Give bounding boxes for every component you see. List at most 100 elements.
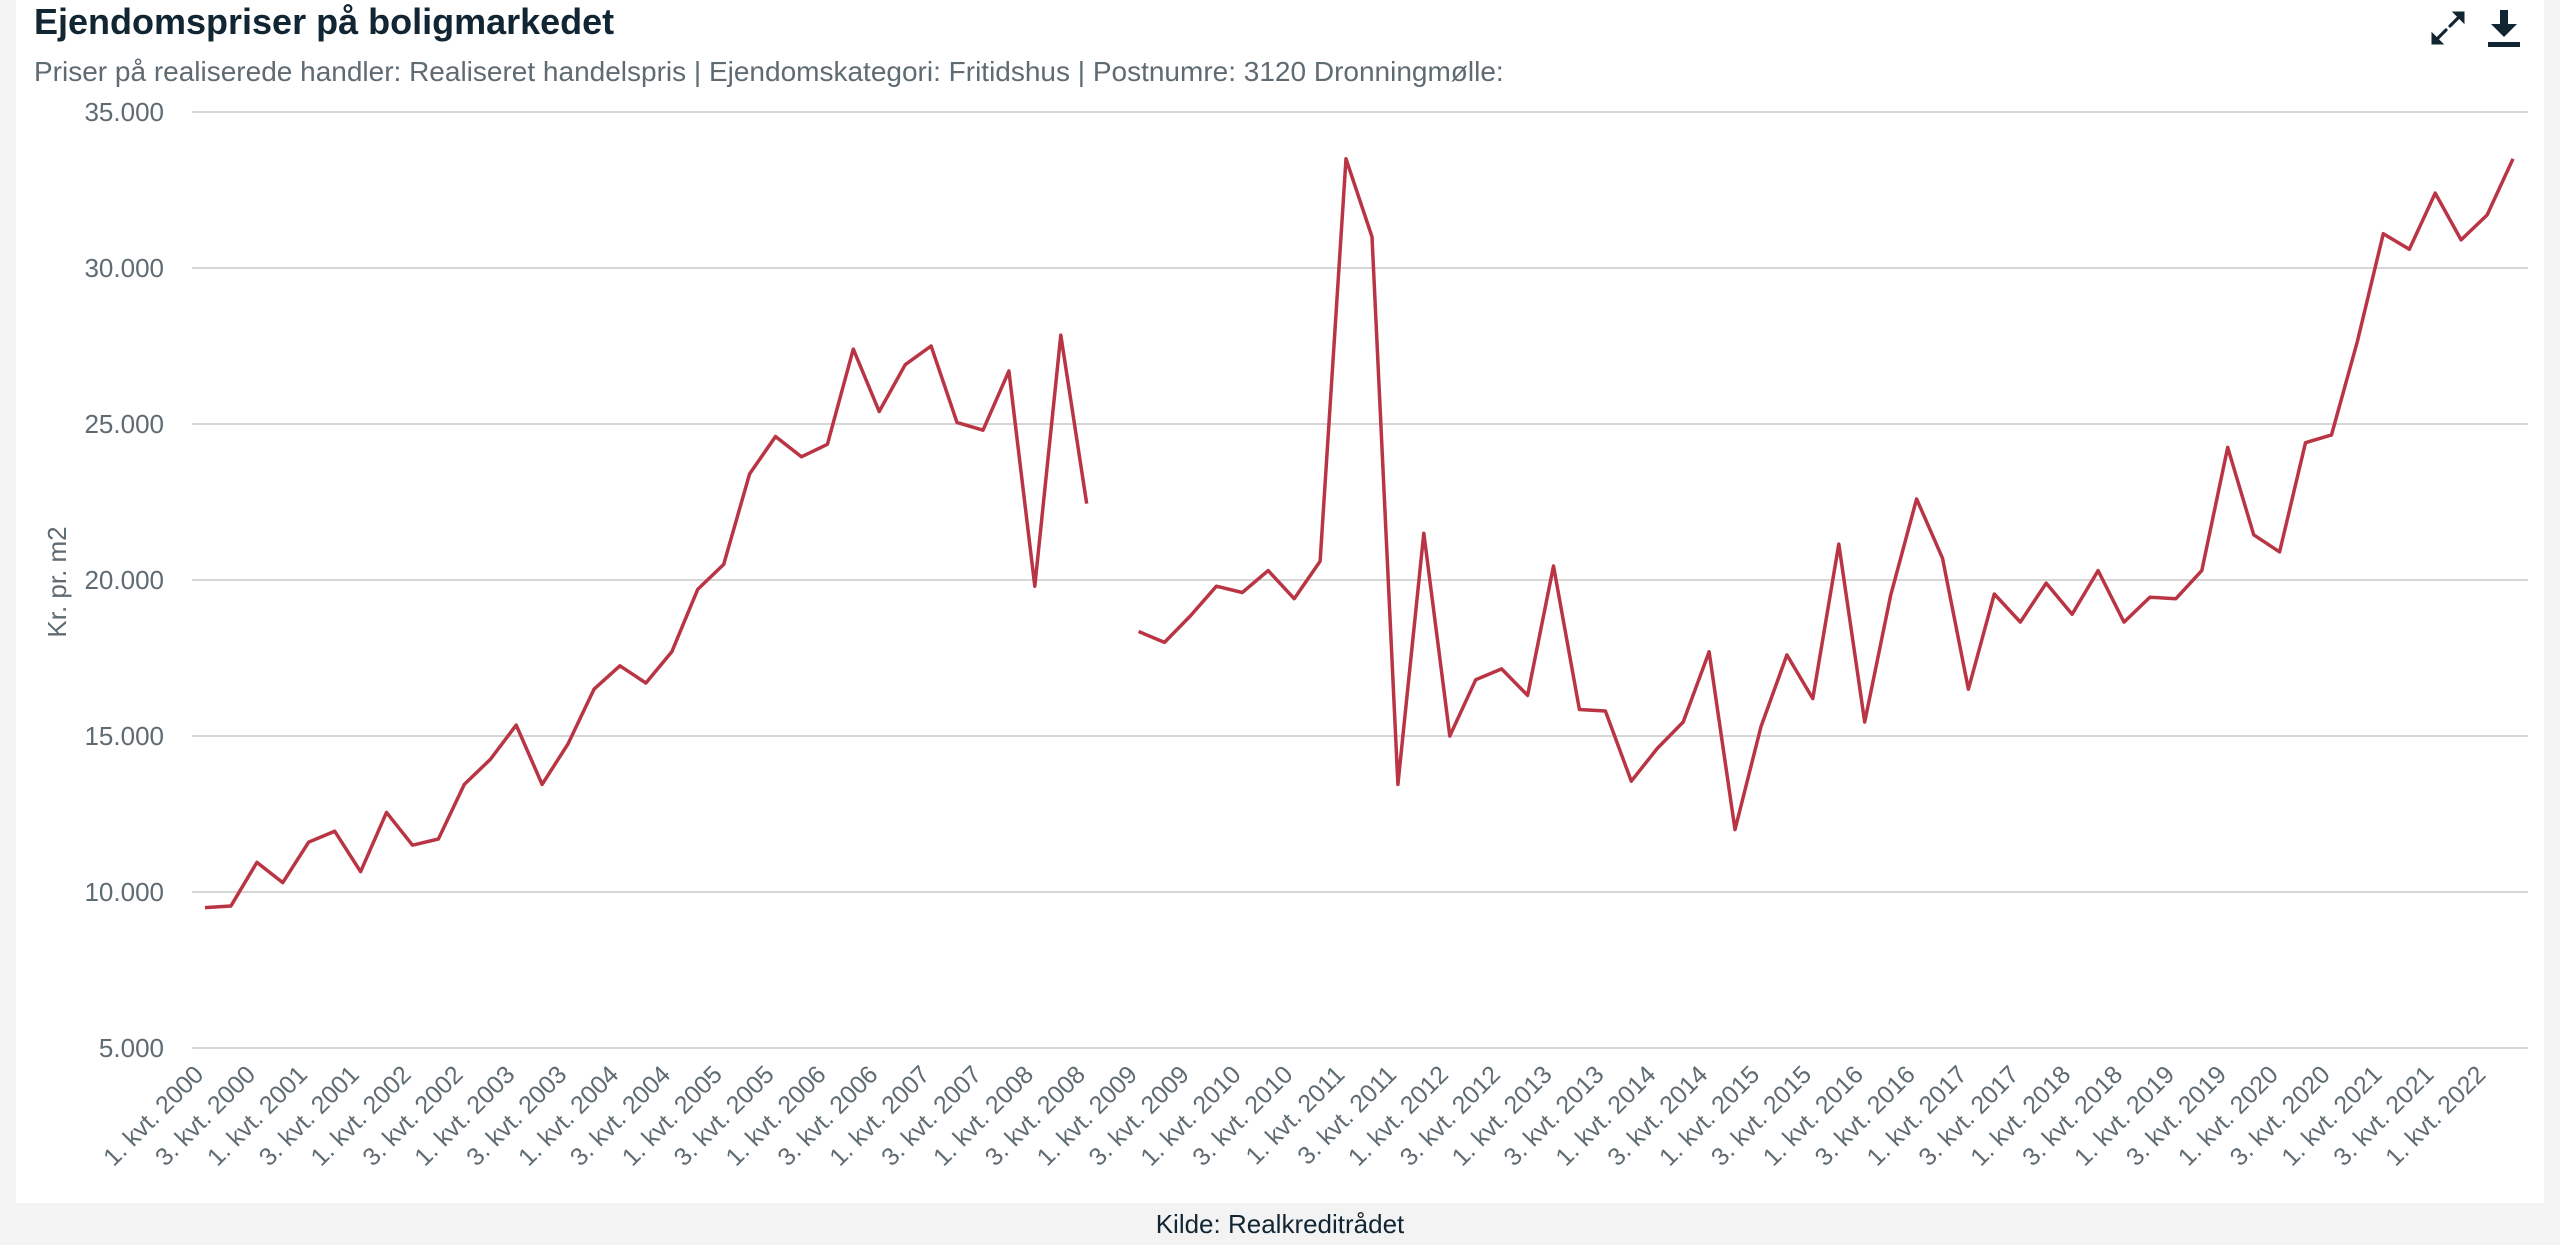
- data-point[interactable]: [1935, 551, 1949, 565]
- data-point[interactable]: [1521, 688, 1535, 702]
- data-point[interactable]: [1780, 648, 1794, 662]
- data-point[interactable]: [1598, 704, 1612, 718]
- data-point[interactable]: [1261, 564, 1275, 578]
- data-point[interactable]: [665, 645, 679, 659]
- data-point[interactable]: [2247, 528, 2261, 542]
- data-point[interactable]: [587, 682, 601, 696]
- data-point[interactable]: [2428, 186, 2442, 200]
- data-point[interactable]: [872, 405, 886, 419]
- data-point[interactable]: [2350, 334, 2364, 348]
- data-point[interactable]: [769, 429, 783, 443]
- y-tick-label: 35.000: [84, 97, 164, 127]
- data-point[interactable]: [509, 718, 523, 732]
- data-point[interactable]: [2221, 440, 2235, 454]
- expand-button[interactable]: [2424, 4, 2472, 52]
- data-point[interactable]: [405, 838, 419, 852]
- line-chart: 5.000 10.000 15.000 20.000 25.000 30.000 35.00…: [42, 97, 2528, 1172]
- data-point[interactable]: [1961, 682, 1975, 696]
- data-point[interactable]: [1728, 823, 1742, 837]
- data-point[interactable]: [1183, 609, 1197, 623]
- data-point[interactable]: [976, 423, 990, 437]
- data-point[interactable]: [1650, 741, 1664, 755]
- data-point[interactable]: [2480, 208, 2494, 222]
- data-point[interactable]: [1158, 635, 1172, 649]
- data-point[interactable]: [639, 676, 653, 690]
- data-point[interactable]: [1080, 497, 1094, 511]
- data-point[interactable]: [431, 832, 445, 846]
- data-point[interactable]: [1572, 702, 1586, 716]
- data-point[interactable]: [561, 737, 575, 751]
- data-point[interactable]: [2402, 242, 2416, 256]
- data-point[interactable]: [1209, 579, 1223, 593]
- data-point[interactable]: [380, 805, 394, 819]
- data-point[interactable]: [1417, 526, 1431, 540]
- data-point[interactable]: [2299, 436, 2313, 450]
- data-point[interactable]: [1391, 777, 1405, 791]
- data-point[interactable]: [924, 339, 938, 353]
- data-point[interactable]: [2506, 152, 2520, 166]
- data-point[interactable]: [2454, 233, 2468, 247]
- data-point[interactable]: [224, 899, 238, 913]
- data-point[interactable]: [1469, 673, 1483, 687]
- data-point[interactable]: [1884, 589, 1898, 603]
- data-point[interactable]: [2273, 545, 2287, 559]
- download-button[interactable]: [2480, 4, 2528, 52]
- data-point[interactable]: [198, 901, 212, 915]
- data-point[interactable]: [2324, 428, 2338, 442]
- data-point[interactable]: [302, 835, 316, 849]
- data-point[interactable]: [820, 437, 834, 451]
- data-point[interactable]: [535, 777, 549, 791]
- data-point[interactable]: [1235, 585, 1249, 599]
- data-point[interactable]: [2091, 564, 2105, 578]
- data-point[interactable]: [328, 824, 342, 838]
- data-point[interactable]: [483, 752, 497, 766]
- data-point[interactable]: [1313, 554, 1327, 568]
- data-point[interactable]: [691, 582, 705, 596]
- data-point[interactable]: [2143, 590, 2157, 604]
- data-point[interactable]: [950, 415, 964, 429]
- data-point[interactable]: [457, 777, 471, 791]
- data-point[interactable]: [898, 358, 912, 372]
- data-point[interactable]: [1806, 692, 1820, 706]
- series-line: [198, 152, 2520, 915]
- data-point[interactable]: [1028, 579, 1042, 593]
- data-point[interactable]: [1987, 587, 2001, 601]
- y-tick-label: 25.000: [84, 409, 164, 439]
- data-point[interactable]: [1546, 559, 1560, 573]
- chart-subtitle: Priser på realiserede handler: Realisere…: [34, 56, 1504, 87]
- data-point[interactable]: [2117, 615, 2131, 629]
- data-point[interactable]: [2376, 227, 2390, 241]
- data-point[interactable]: [1624, 774, 1638, 788]
- data-point[interactable]: [1287, 592, 1301, 606]
- data-point[interactable]: [1702, 645, 1716, 659]
- data-point[interactable]: [1676, 715, 1690, 729]
- data-point[interactable]: [354, 865, 368, 879]
- data-point[interactable]: [250, 855, 264, 869]
- data-point[interactable]: [2195, 564, 2209, 578]
- data-point[interactable]: [1754, 720, 1768, 734]
- data-point[interactable]: [794, 450, 808, 464]
- data-point[interactable]: [2039, 576, 2053, 590]
- data-point[interactable]: [1910, 492, 1924, 506]
- data-point[interactable]: [1858, 715, 1872, 729]
- data-point[interactable]: [717, 557, 731, 571]
- data-point[interactable]: [1443, 729, 1457, 743]
- download-icon: [2488, 10, 2520, 47]
- data-point[interactable]: [2169, 592, 2183, 606]
- data-point[interactable]: [2065, 607, 2079, 621]
- grid-lines: [192, 111, 2528, 1049]
- data-point[interactable]: [1832, 537, 1846, 551]
- data-point[interactable]: [1495, 662, 1509, 676]
- data-point[interactable]: [1365, 230, 1379, 244]
- y-tick-label: 30.000: [84, 253, 164, 283]
- data-point[interactable]: [613, 659, 627, 673]
- data-point[interactable]: [1132, 624, 1146, 638]
- data-point[interactable]: [2013, 615, 2027, 629]
- data-point[interactable]: [276, 876, 290, 890]
- data-point[interactable]: [1054, 328, 1068, 342]
- data-point[interactable]: [1339, 152, 1353, 166]
- data-point[interactable]: [846, 342, 860, 356]
- data-point[interactable]: [1002, 364, 1016, 378]
- data-point[interactable]: [743, 467, 757, 481]
